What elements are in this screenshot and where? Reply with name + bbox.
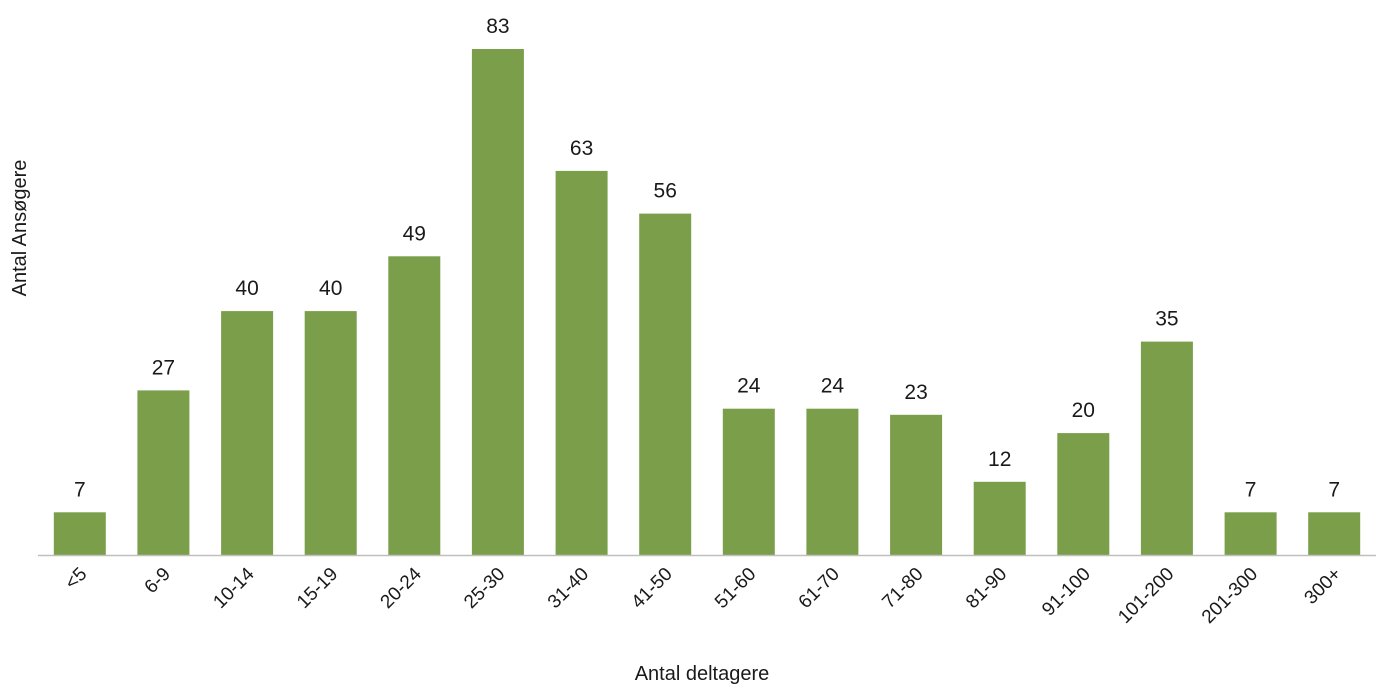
data-label-0: 7 [74, 478, 86, 501]
x-tick-label-13: 101-200 [1114, 564, 1178, 628]
x-tick-label-15: 300+ [1301, 564, 1346, 609]
bar-1 [137, 390, 190, 555]
bar-6 [555, 170, 608, 555]
data-label-13: 35 [1155, 308, 1178, 331]
x-tick-label-8: 51-60 [711, 564, 760, 613]
data-label-5: 83 [486, 15, 509, 38]
bar-11 [973, 481, 1026, 555]
x-tick-label-3: 15-19 [293, 564, 342, 613]
data-label-12: 20 [1072, 399, 1095, 422]
bar-8 [722, 408, 775, 555]
x-tick-label-14: 201-300 [1198, 564, 1262, 628]
x-tick-label-0: <5 [61, 564, 91, 594]
x-tick-label-9: 61-70 [795, 564, 844, 613]
x-tick-label-7: 41-50 [628, 564, 677, 613]
bar-3 [304, 311, 357, 555]
data-label-3: 40 [319, 277, 342, 300]
bar-12 [1057, 433, 1110, 555]
bars-group [53, 49, 1361, 555]
bar-5 [471, 49, 524, 555]
data-label-14: 7 [1245, 478, 1257, 501]
bar-10 [890, 414, 943, 555]
x-tick-label-1: 6-9 [141, 564, 175, 598]
data-label-6: 63 [570, 137, 593, 160]
x-tick-label-2: 10-14 [209, 563, 259, 613]
data-label-15: 7 [1328, 478, 1340, 501]
data-label-2: 40 [235, 277, 258, 300]
bar-4 [388, 256, 441, 555]
bar-14 [1224, 512, 1277, 555]
bar-9 [806, 408, 859, 555]
data-label-1: 27 [152, 356, 175, 379]
bar-13 [1140, 341, 1193, 555]
data-labels-group: 7 27 40 40 49 83 63 56 24 24 23 12 20 35 7 7 [74, 15, 1340, 501]
data-label-4: 49 [403, 222, 426, 245]
bar-7 [639, 213, 692, 555]
data-label-9: 24 [821, 375, 845, 398]
data-label-8: 24 [737, 375, 761, 398]
y-axis-title: Antal Ansøgere [9, 160, 31, 297]
x-tick-label-10: 71-80 [878, 564, 927, 613]
bar-2 [221, 311, 274, 555]
data-label-10: 23 [904, 381, 927, 404]
x-tick-label-4: 20-24 [377, 563, 427, 613]
data-label-7: 56 [654, 180, 677, 203]
x-tick-label-5: 25-30 [460, 564, 509, 613]
x-axis-title: Antal deltagere [635, 663, 770, 685]
x-tick-label-6: 31-40 [544, 564, 593, 613]
bar-0 [53, 512, 106, 555]
x-tick-label-11: 81-90 [962, 564, 1011, 613]
x-tick-label-12: 91-100 [1038, 564, 1095, 621]
bar-15 [1308, 512, 1361, 555]
x-tick-labels-group: <5 6-9 10-14 15-19 20-24 25-30 31-40 41-50 51-60… [61, 563, 1346, 627]
data-label-11: 12 [988, 448, 1011, 471]
